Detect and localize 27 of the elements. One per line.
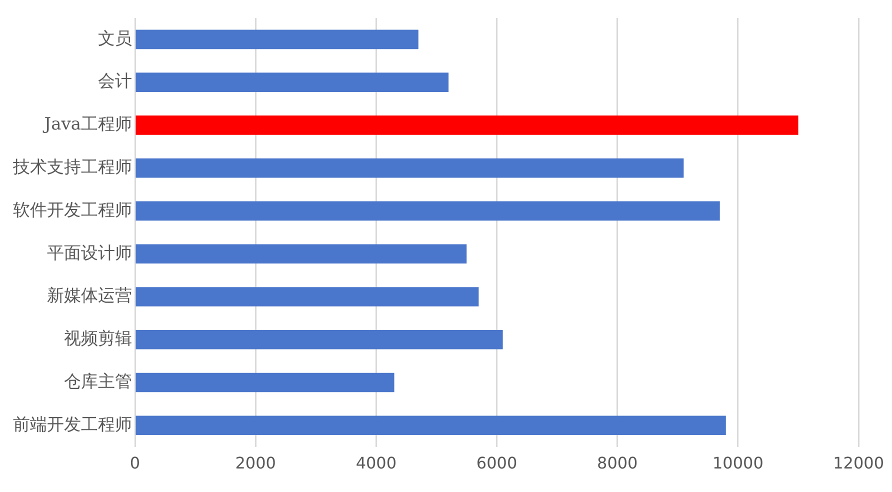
x-tick-label: 2000 xyxy=(235,454,276,473)
y-tick-label: 仓库主管 xyxy=(64,372,132,392)
y-tick-label: Java工程师 xyxy=(42,114,132,135)
bar xyxy=(136,116,798,135)
bar xyxy=(136,244,467,264)
y-tick-label: 软件开发工程师 xyxy=(13,200,132,220)
bar xyxy=(136,416,726,436)
x-tick-label: 4000 xyxy=(356,454,397,473)
y-tick-label: 会计 xyxy=(98,72,132,92)
x-tick-label: 10000 xyxy=(712,454,764,473)
y-tick-label: 技术支持工程师 xyxy=(12,158,132,178)
bar xyxy=(136,30,418,50)
bar xyxy=(136,72,449,92)
x-tick-label: 12000 xyxy=(833,454,884,473)
y-tick-label: 文员 xyxy=(98,28,132,49)
y-tick-label: 前端开发工程师 xyxy=(13,414,132,435)
bar xyxy=(136,201,720,221)
bar xyxy=(136,330,503,350)
bar xyxy=(136,158,684,178)
bar xyxy=(136,372,394,392)
x-tick-label: 0 xyxy=(130,454,140,473)
y-tick-label: 新媒体运营 xyxy=(47,286,132,306)
x-tick-label: 8000 xyxy=(597,454,638,473)
y-tick-label: 平面设计师 xyxy=(47,243,132,264)
bar xyxy=(136,287,479,306)
x-tick-label: 6000 xyxy=(476,454,518,473)
y-tick-label: 视频剪辑 xyxy=(64,329,132,350)
